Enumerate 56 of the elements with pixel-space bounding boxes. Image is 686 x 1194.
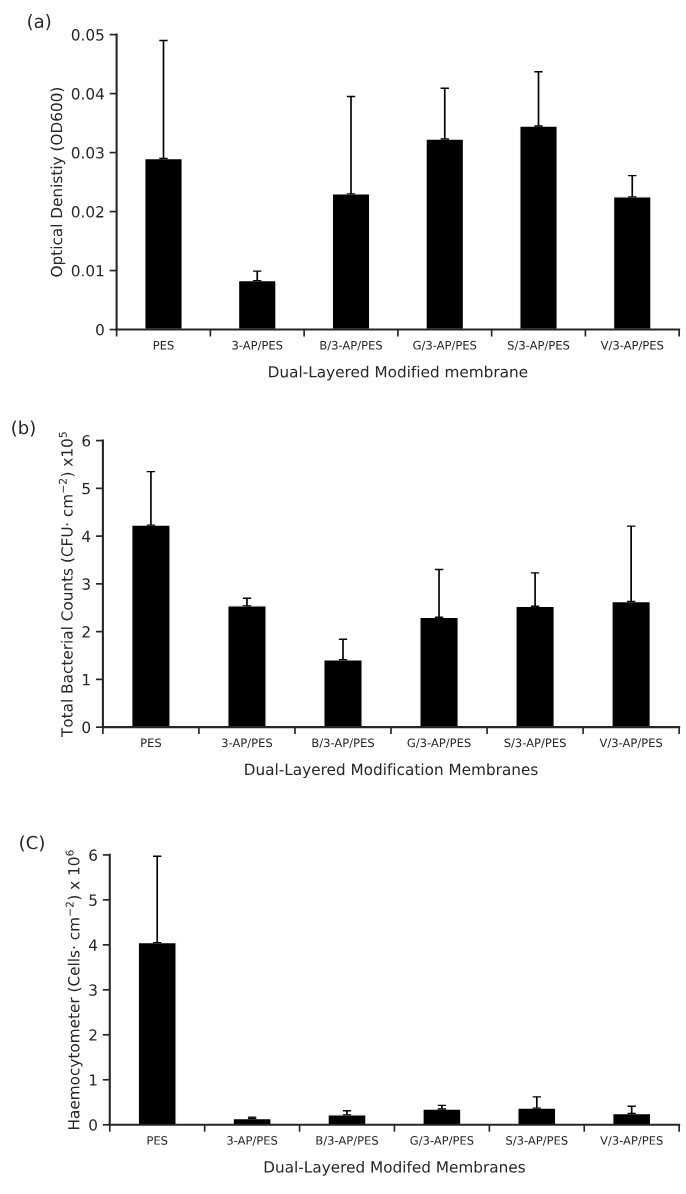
x-tick-label: 3-AP/PES [227, 1136, 278, 1146]
y-tick-label: 0 [96, 324, 104, 336]
y-tick-label: 4 [88, 939, 98, 951]
y-tick-label: 4 [82, 530, 91, 542]
x-tick-label: S/3-AP/PES [506, 1136, 568, 1146]
y-axis-title: Total Bacterial Counts (CFU· cm$^{−2}$) x10$^{5}$ [58, 432, 75, 738]
x-tick-label: V/3-AP/PES [600, 1136, 663, 1146]
y-tick-label: 5 [82, 483, 90, 495]
x-tick-label: V/3-AP/PES [599, 738, 663, 749]
y-tick-label: 3 [89, 984, 97, 996]
x-tick-label: G/3-AP/PES [413, 340, 477, 351]
y-tick-label: 6 [82, 435, 91, 447]
x-tick-label: PES [147, 1136, 168, 1145]
y-tick-label: 0 [89, 1119, 97, 1131]
x-tick-label: B/3-AP/PES [316, 1136, 379, 1146]
y-tick-label: 1 [83, 674, 90, 686]
bar [517, 1107, 557, 1125]
y-tick-label: 5 [89, 894, 97, 906]
chart-title: (b) [12, 420, 35, 437]
y-tick-label: 2 [89, 1029, 97, 1041]
y-axis-title: Optical Denistiy (OD600) [50, 87, 66, 277]
bar [227, 605, 267, 728]
chart-title: (C) [20, 835, 44, 852]
x-tick-label: PES [141, 738, 162, 748]
y-tick-label: 1 [89, 1074, 97, 1086]
x-axis-title: Dual-Layered Modifed Membranes [264, 1160, 525, 1176]
bar [327, 1114, 367, 1125]
y-tick-label: 2 [82, 626, 90, 638]
bar [612, 196, 652, 330]
y-tick-label: 6 [89, 849, 97, 861]
y-tick-label: 0.02 [71, 206, 104, 218]
x-tick-label: V/3-AP/PES [600, 340, 664, 351]
y-tick-label: 0.01 [71, 265, 104, 277]
x-tick-label: PES [153, 340, 174, 350]
x-tick-label: G/3-AP/PES [410, 1136, 474, 1146]
bar [519, 125, 558, 330]
y-tick-label: 0.05 [71, 29, 104, 41]
x-tick-label: S/3-AP/PES [504, 738, 566, 749]
x-axis-title: Dual-Layered Modified membrane [269, 365, 528, 381]
bar [422, 1108, 462, 1125]
chart-title: (a) [28, 14, 51, 31]
y-tick-label: 0.04 [71, 88, 104, 100]
x-tick-label: B/3-AP/PES [320, 340, 383, 351]
y-tick-label: 3 [82, 578, 90, 590]
bar [131, 524, 171, 728]
y-tick-label: 0 [82, 721, 91, 734]
y-axis-title: Haemocytometer (Cells· cm$^{−2}$) x 10$^{6}$ [65, 850, 83, 1130]
bar [331, 193, 371, 330]
x-axis-title: Dual-Layered Modification Membranes [245, 763, 538, 779]
x-tick-label: G/3-AP/PES [407, 738, 471, 749]
x-tick-label: 3-AP/PES [222, 738, 273, 749]
x-tick-label: S/3-AP/PES [507, 340, 570, 351]
bar [425, 138, 465, 330]
y-tick-label: 0.03 [71, 147, 104, 159]
x-tick-label: B/3-AP/PES [312, 738, 375, 749]
x-tick-label: 3-AP/PES [232, 340, 283, 351]
